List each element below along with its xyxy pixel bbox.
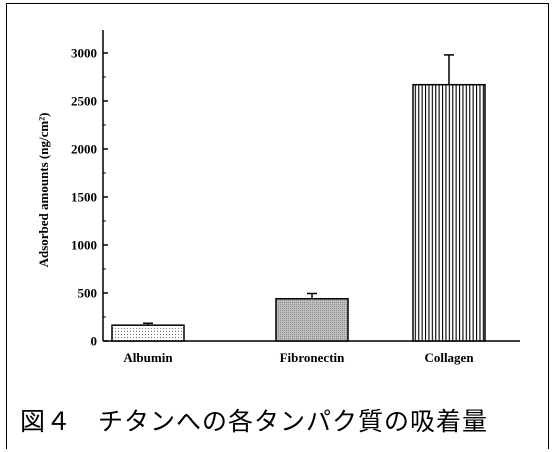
y-tick-label: 0 bbox=[91, 334, 98, 349]
y-tick-label: 500 bbox=[78, 286, 98, 301]
y-tick-label: 2000 bbox=[71, 142, 97, 157]
y-ticks: 0 500 1000 1500 2000 2500 3000 bbox=[71, 46, 108, 349]
bar-albumin bbox=[111, 324, 185, 342]
category-label-collagen: Collagen bbox=[424, 350, 474, 365]
y-axis-label: Adsorbed amounts (ng/cm²) bbox=[36, 113, 51, 268]
y-tick-label: 1500 bbox=[71, 190, 97, 205]
category-labels: Albumin Fibronectin Collagen bbox=[123, 350, 474, 365]
y-tick-label: 1000 bbox=[71, 238, 97, 253]
bars bbox=[111, 54, 486, 342]
y-tick-label: 3000 bbox=[71, 46, 97, 61]
bar-fibronectin bbox=[275, 298, 349, 342]
category-label-albumin: Albumin bbox=[123, 350, 173, 365]
figure-caption: 図４ チタンへの各タンパク質の吸着量 bbox=[20, 407, 489, 436]
category-label-fibronectin: Fibronectin bbox=[280, 350, 346, 365]
bar-chart: 0 500 1000 1500 2000 2500 3000 Albumin Fibronec… bbox=[36, 30, 520, 365]
y-tick-label: 2500 bbox=[71, 94, 97, 109]
figure-frame bbox=[6, 3, 549, 449]
bar-collagen bbox=[412, 83, 486, 342]
